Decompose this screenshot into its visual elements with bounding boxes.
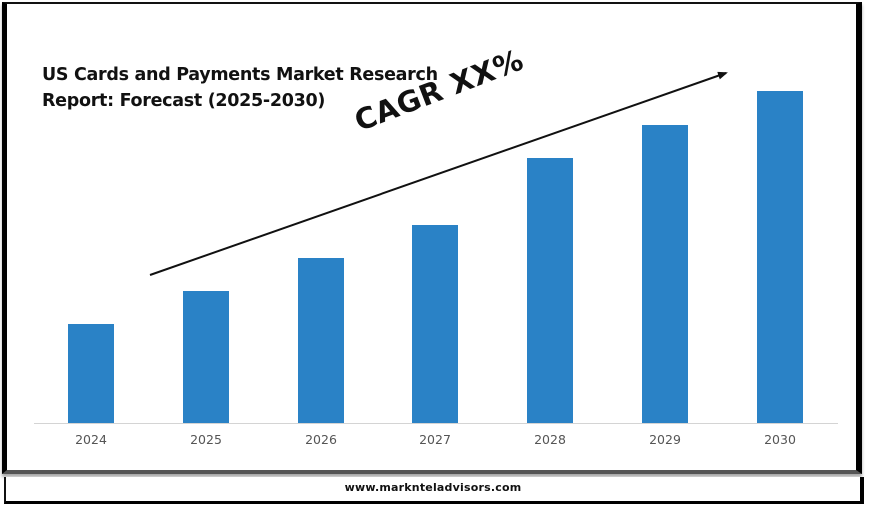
- x-tick-label: 2030: [764, 432, 796, 447]
- x-tick-label: 2026: [305, 432, 337, 447]
- bar-2029: [642, 125, 688, 423]
- x-tick-label: 2024: [75, 432, 107, 447]
- footer-url-link[interactable]: www.marknteladvisors.com: [344, 481, 522, 494]
- x-tick-label: 2025: [190, 432, 222, 447]
- bar-2024: [68, 324, 114, 423]
- chart-title-line-1: US Cards and Payments Market Research: [42, 65, 438, 85]
- bar-2026: [298, 258, 344, 423]
- bar-2028: [527, 158, 573, 423]
- bar-2027: [412, 225, 458, 423]
- footer: www.marknteladvisors.com: [4, 477, 864, 504]
- x-tick-label: 2027: [419, 432, 451, 447]
- bar-2025: [183, 291, 229, 423]
- x-axis-baseline: [34, 423, 838, 424]
- bar-2030: [757, 91, 803, 423]
- chart-title-line-2: Report: Forecast (2025-2030): [42, 91, 326, 111]
- x-tick-label: 2029: [649, 432, 681, 447]
- x-tick-label: 2028: [534, 432, 566, 447]
- chart-title: US Cards and Payments Market Research Re…: [42, 62, 462, 114]
